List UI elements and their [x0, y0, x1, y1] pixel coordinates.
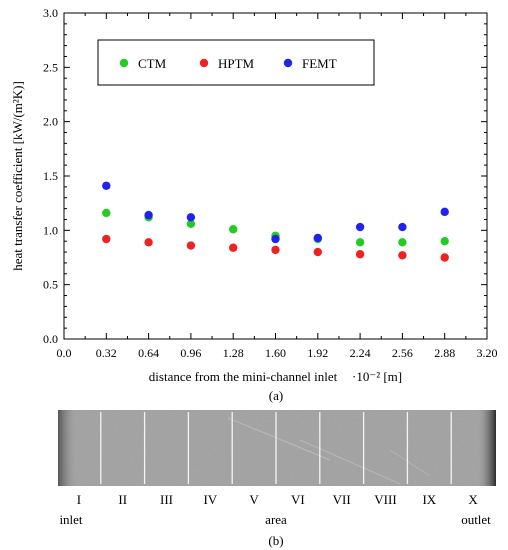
point-hptm	[355, 250, 365, 259]
caption-a: (a)	[269, 388, 283, 403]
photo-grain	[58, 410, 496, 486]
scratch-mark	[299, 439, 401, 485]
point-hptm	[271, 245, 280, 255]
area-label-4: IV	[203, 492, 217, 507]
legend: CTM HPTM FEMT	[97, 39, 375, 86]
y-tick-label: 1.0	[43, 223, 58, 237]
area-label: area	[265, 512, 287, 527]
point-ctm	[355, 238, 365, 247]
point-femt	[440, 207, 449, 217]
area-labels: I II III IV V VI VII VIII IX X	[77, 492, 479, 507]
x-tick-label: 3.20	[477, 346, 498, 360]
point-femt	[271, 234, 280, 244]
point-hptm	[102, 234, 111, 244]
y-tick-label: 0.0	[43, 332, 58, 346]
x-tick-label: 0.32	[96, 346, 117, 360]
x-tick-label: 2.56	[392, 346, 413, 360]
photo-right-edge	[478, 410, 496, 486]
x-tick-label: 2.88	[434, 346, 455, 360]
point-femt	[186, 213, 196, 222]
legend-marker-hptm	[199, 58, 209, 68]
point-femt	[144, 210, 153, 220]
point-ctm	[186, 219, 196, 229]
point-femt	[398, 222, 407, 232]
y-tick-label: 2.0	[43, 115, 58, 129]
channel-photo	[58, 410, 496, 486]
x-tick-label: 1.92	[307, 346, 328, 360]
point-femt	[355, 222, 365, 232]
area-label-10: X	[468, 492, 478, 507]
y-tick-label: 3.0	[43, 6, 58, 20]
y-axis: 0.0 0.5 1.0 1.5 2.0 2.5 3.0	[43, 6, 487, 346]
point-hptm	[313, 247, 322, 257]
area-label-5: V	[249, 492, 259, 507]
point-hptm	[186, 241, 196, 250]
data-points	[102, 181, 449, 262]
point-ctm	[398, 238, 407, 247]
point-hptm	[440, 253, 449, 262]
x-axis-label: distance from the mini-channel inlet	[149, 369, 338, 384]
scratch-mark	[389, 449, 431, 477]
caption-b: (b)	[268, 533, 283, 548]
point-femt	[102, 181, 111, 190]
x-tick-label: 2.24	[350, 346, 371, 360]
point-hptm	[398, 251, 407, 260]
point-hptm	[229, 243, 238, 252]
point-hptm	[144, 238, 153, 247]
area-label-7: VII	[333, 492, 351, 507]
area-label-8: VIII	[374, 492, 396, 507]
area-label-1: I	[77, 492, 81, 507]
y-axis-label: heat transfer coefficient [kW/(m²K)]	[10, 81, 25, 271]
point-ctm	[229, 225, 238, 234]
photo-left-edge	[58, 410, 76, 486]
legend-label-hptm: HPTM	[218, 56, 255, 71]
x-tick-label: 0.0	[57, 346, 72, 360]
y-tick-label: 1.5	[43, 169, 58, 183]
legend-marker-ctm	[119, 58, 129, 68]
x-tick-label: 1.28	[223, 346, 244, 360]
x-axis: 0.0 0.32 0.64 0.96 1.28 1.60 1.92 2.24 2.56 2.88 3…	[57, 13, 498, 360]
point-ctm	[102, 208, 111, 218]
area-label-6: VI	[291, 492, 305, 507]
legend-box	[97, 39, 375, 86]
point-ctm	[440, 237, 449, 246]
x-tick-label: 1.60	[265, 346, 286, 360]
legend-marker-femt	[283, 58, 293, 68]
outlet-label: outlet	[461, 512, 491, 527]
area-label-9: IX	[422, 492, 436, 507]
scratch-mark	[227, 417, 331, 461]
y-tick-label: 2.5	[43, 60, 58, 74]
y-tick-label: 0.5	[43, 278, 58, 292]
inlet-label: inlet	[59, 512, 82, 527]
x-tick-label: 0.96	[180, 346, 201, 360]
legend-label-ctm: CTM	[138, 56, 167, 71]
legend-label-femt: FEMT	[302, 56, 337, 71]
x-tick-label: 0.64	[138, 346, 159, 360]
point-femt	[313, 233, 322, 243]
x-axis-unit: ·10⁻² [m]	[352, 369, 402, 384]
area-label-3: III	[160, 492, 173, 507]
area-label-2: II	[118, 492, 127, 507]
